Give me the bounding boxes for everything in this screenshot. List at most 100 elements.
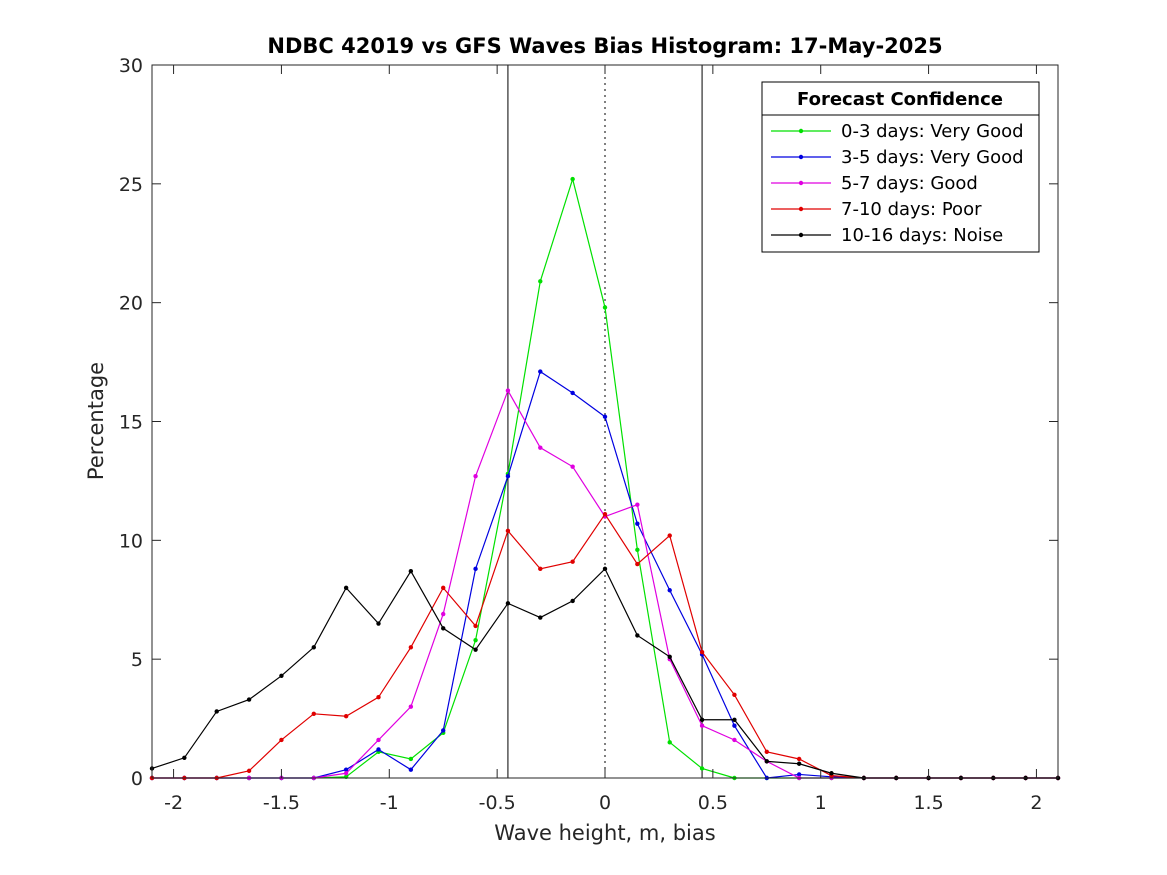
- data-point: [441, 611, 446, 617]
- data-point: [635, 502, 640, 507]
- legend-entry: 7-10 days: Poor: [771, 199, 982, 220]
- data-point: [473, 623, 478, 629]
- data-point: [182, 755, 187, 760]
- data-point: [473, 637, 478, 643]
- legend-swatch-marker: [798, 180, 804, 186]
- data-point: [667, 588, 672, 593]
- data-point: [570, 176, 575, 182]
- data-point: [376, 694, 381, 700]
- data-point: [473, 473, 478, 479]
- data-point: [505, 388, 511, 393]
- legend-swatch-marker: [798, 154, 804, 160]
- data-point: [732, 737, 737, 743]
- data-point: [699, 649, 705, 655]
- y-tick-label: 5: [131, 649, 143, 671]
- x-tick-label: 0: [599, 792, 611, 814]
- data-point: [538, 566, 543, 572]
- data-point: [796, 756, 802, 762]
- data-point: [441, 585, 446, 591]
- legend: Forecast Confidence 0-3 days: Very Good 3…: [761, 81, 1040, 253]
- x-tick-label: -1.5: [263, 792, 300, 814]
- data-point: [602, 305, 608, 310]
- data-point: [473, 647, 478, 652]
- x-tick-label: 1.5: [913, 792, 943, 814]
- data-point: [311, 711, 316, 717]
- data-point: [279, 737, 284, 743]
- data-point: [408, 645, 414, 650]
- data-point: [538, 279, 543, 284]
- data-point: [246, 768, 252, 774]
- data-point: [635, 547, 640, 553]
- y-tick-label: 30: [119, 55, 143, 77]
- chart-title: NDBC 42019 vs GFS Waves Bias Histogram: …: [267, 34, 942, 58]
- legend-entry: 3-5 days: Very Good: [771, 147, 1024, 168]
- y-tick-label: 0: [131, 768, 143, 790]
- y-tick-label: 15: [119, 412, 143, 434]
- data-point: [408, 756, 414, 762]
- data-point: [343, 714, 349, 719]
- data-point: [441, 728, 446, 733]
- x-tick-label: 0.5: [698, 792, 728, 814]
- data-point: [570, 559, 575, 564]
- data-point: [441, 626, 446, 631]
- data-point: [602, 566, 608, 572]
- data-point: [699, 723, 705, 728]
- x-tick-label: -2: [164, 792, 183, 814]
- data-point: [343, 767, 349, 772]
- legend-entries: 0-3 days: Very Good 3-5 days: Very Good 5-…: [771, 121, 1024, 246]
- y-tick-label: 25: [119, 174, 143, 196]
- y-tick-label: 20: [119, 293, 143, 315]
- legend-label: 0-3 days: Very Good: [841, 121, 1024, 142]
- legend-label: 10-16 days: Noise: [841, 225, 1003, 246]
- data-point: [667, 533, 672, 538]
- legend-label: 3-5 days: Very Good: [841, 147, 1024, 168]
- data-point: [408, 704, 414, 709]
- data-point: [311, 645, 316, 650]
- data-point: [538, 445, 543, 450]
- legend-swatch-marker: [798, 206, 804, 212]
- data-point: [538, 369, 543, 374]
- data-point: [732, 692, 737, 698]
- legend-label: 7-10 days: Poor: [841, 199, 982, 220]
- data-point: [764, 749, 769, 755]
- y-axis-label: Percentage: [84, 362, 108, 480]
- data-point: [570, 598, 575, 604]
- x-tick-label: -0.5: [479, 792, 516, 814]
- data-point: [732, 717, 737, 722]
- legend-swatch-marker: [798, 232, 804, 238]
- data-point: [635, 633, 640, 638]
- data-point: [214, 709, 219, 714]
- legend-entry: 10-16 days: Noise: [771, 225, 1003, 246]
- data-point: [408, 767, 414, 772]
- data-point: [343, 771, 349, 776]
- x-tick-label: -1: [380, 792, 399, 814]
- data-point: [505, 528, 511, 534]
- legend-title: Forecast Confidence: [797, 89, 1003, 110]
- data-point: [732, 723, 737, 728]
- data-point: [699, 766, 705, 771]
- legend-label: 5-7 days: Good: [841, 173, 978, 194]
- x-axis-label: Wave height, m, bias: [494, 821, 715, 845]
- y-tick-label: 10: [119, 530, 143, 552]
- data-point: [376, 621, 381, 626]
- legend-entry: 5-7 days: Good: [771, 173, 978, 194]
- data-point: [699, 717, 705, 722]
- data-point: [343, 585, 349, 591]
- data-point: [246, 697, 252, 702]
- legend-box: [761, 81, 1040, 253]
- data-point: [376, 737, 381, 743]
- data-point: [570, 464, 575, 469]
- legend-entry: 0-3 days: Very Good: [771, 121, 1024, 142]
- data-point: [376, 747, 381, 752]
- data-point: [635, 561, 640, 567]
- data-point: [635, 521, 640, 526]
- data-point: [796, 761, 802, 766]
- data-point: [764, 759, 769, 764]
- reference-lines: [507, 65, 703, 778]
- data-point: [667, 740, 672, 745]
- data-point: [796, 772, 802, 777]
- data-point: [829, 771, 834, 776]
- legend-swatch-marker: [798, 128, 804, 134]
- x-tick-label: 2: [1030, 792, 1042, 814]
